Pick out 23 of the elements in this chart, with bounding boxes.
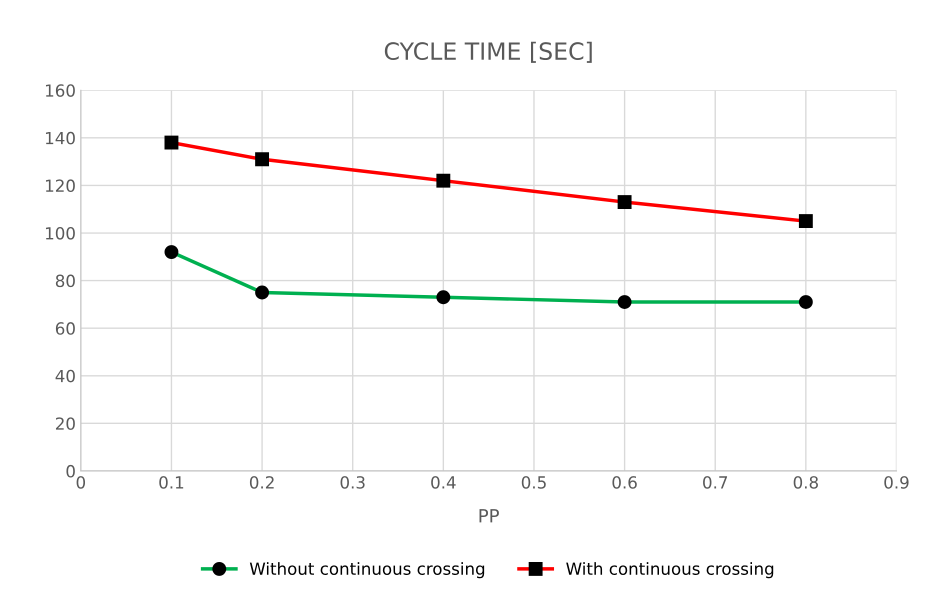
y-tick-label: 0 <box>66 464 75 478</box>
y-tick-label: 100 <box>46 226 75 240</box>
x-tick-label: 0 <box>76 476 86 489</box>
y-tick-label: 20 <box>56 417 75 430</box>
x-tick-label: 0.7 <box>703 476 728 489</box>
x-axis-title: PP <box>480 509 499 522</box>
x-tick-label: 0.2 <box>250 476 274 489</box>
y-tick-label: 120 <box>46 179 75 192</box>
x-tick-label: 0.5 <box>522 476 546 489</box>
y-tick-label: 80 <box>56 274 75 288</box>
chart-title: CYCLE TIME [SEC] <box>384 42 592 63</box>
x-tick-label: 0.6 <box>612 476 637 489</box>
legend-label: Without continuous crossing <box>250 562 484 578</box>
x-tick-label: 0.1 <box>159 476 184 489</box>
legend-label: With continuous crossing <box>566 562 774 578</box>
x-tick-label: 0.3 <box>340 476 365 489</box>
y-tick-label: 40 <box>56 370 75 382</box>
y-tick-label: 60 <box>56 322 75 335</box>
y-tick-label: 160 <box>46 84 75 97</box>
x-tick-label: 0.4 <box>431 476 456 489</box>
y-tick-label: 140 <box>46 132 75 144</box>
x-tick-label: 0.9 <box>884 476 909 489</box>
x-tick-label: 0.8 <box>794 476 818 489</box>
